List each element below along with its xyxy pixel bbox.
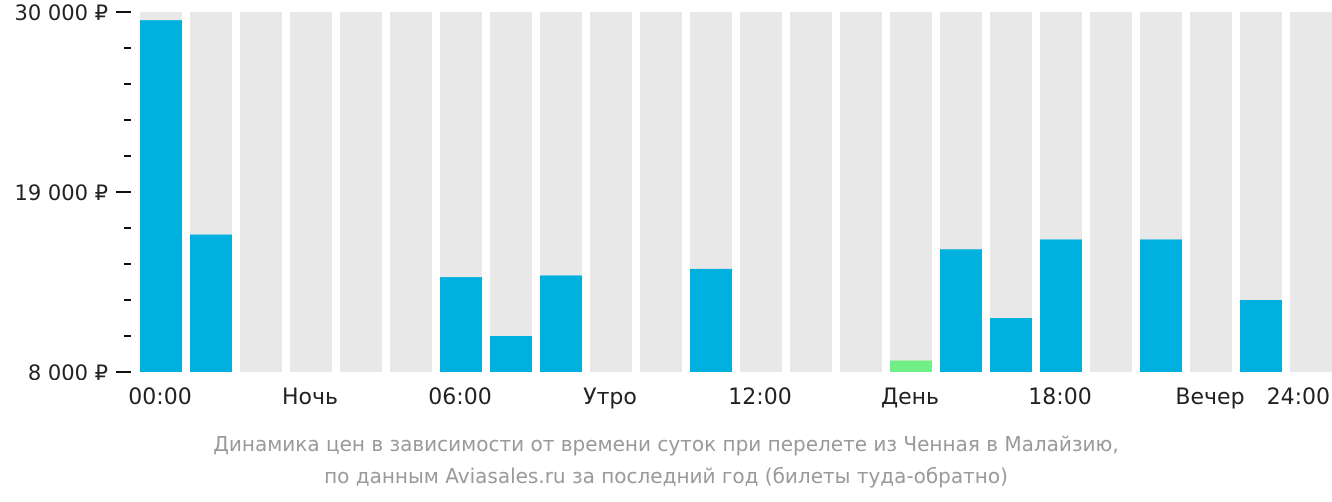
column-bg-14 xyxy=(840,12,882,372)
y-axis: 30 000 ₽ 19 000 ₽ 8 000 ₽ xyxy=(14,1,131,380)
bar-16[interactable] xyxy=(940,249,982,372)
x-axis: 00:00 Ночь 06:00 Утро 12:00 День 18:00 Вечер 24:… xyxy=(128,385,1330,410)
bar-0[interactable] xyxy=(140,20,182,372)
chart-caption: Динамика цен в зависимости от времени су… xyxy=(0,428,1332,492)
column-bg-9 xyxy=(590,12,632,372)
column-bg-4 xyxy=(340,12,382,372)
x-tick-label-0: 00:00 xyxy=(128,385,191,410)
column-bg-21 xyxy=(1190,12,1232,372)
column-bg-15 xyxy=(890,12,932,372)
column-bg-12 xyxy=(740,12,782,372)
caption-line-2: по данным Aviasales.ru за последний год … xyxy=(324,464,1008,488)
bar-17[interactable] xyxy=(990,318,1032,372)
caption-line-1: Динамика цен в зависимости от времени су… xyxy=(213,432,1119,456)
column-bg-3 xyxy=(290,12,332,372)
column-bg-13 xyxy=(790,12,832,372)
x-tick-label-6: 18:00 xyxy=(1028,385,1091,410)
bar-11[interactable] xyxy=(690,268,732,372)
x-tick-label-2: 06:00 xyxy=(428,385,491,410)
bar-20[interactable] xyxy=(1140,239,1182,372)
x-tick-label-1: Ночь xyxy=(282,385,338,410)
price-by-time-chart: 30 000 ₽ 19 000 ₽ 8 000 ₽ xyxy=(14,1,1332,380)
x-tick-label-4: 12:00 xyxy=(728,385,791,410)
column-bg-19 xyxy=(1090,12,1132,372)
column-bg-7 xyxy=(490,12,532,372)
column-bg-5 xyxy=(390,12,432,372)
bar-1[interactable] xyxy=(190,234,232,372)
column-backgrounds xyxy=(140,12,1332,372)
bar-7[interactable] xyxy=(490,336,532,372)
column-bg-2 xyxy=(240,12,282,372)
x-tick-label-3: Утро xyxy=(583,385,637,410)
y-tick-label-0: 30 000 ₽ xyxy=(14,1,108,25)
y-tick-label-2: 8 000 ₽ xyxy=(28,361,108,380)
bars xyxy=(140,20,1282,372)
bar-15[interactable] xyxy=(890,360,932,372)
x-axis-labels: 00:00 Ночь 06:00 Утро 12:00 День 18:00 Вечер 24:… xyxy=(128,385,1330,410)
x-tick-label-5: День xyxy=(881,385,939,410)
y-tick-label-1: 19 000 ₽ xyxy=(14,181,108,205)
bar-8[interactable] xyxy=(540,275,582,372)
column-bg-10 xyxy=(640,12,682,372)
x-tick-label-7: Вечер xyxy=(1175,385,1244,410)
x-tick-label-8: 24:00 xyxy=(1267,385,1330,410)
bar-22[interactable] xyxy=(1240,300,1282,372)
column-bg-17 xyxy=(990,12,1032,372)
column-bg-23 xyxy=(1290,12,1332,372)
bar-18[interactable] xyxy=(1040,239,1082,372)
bar-6[interactable] xyxy=(440,277,482,372)
